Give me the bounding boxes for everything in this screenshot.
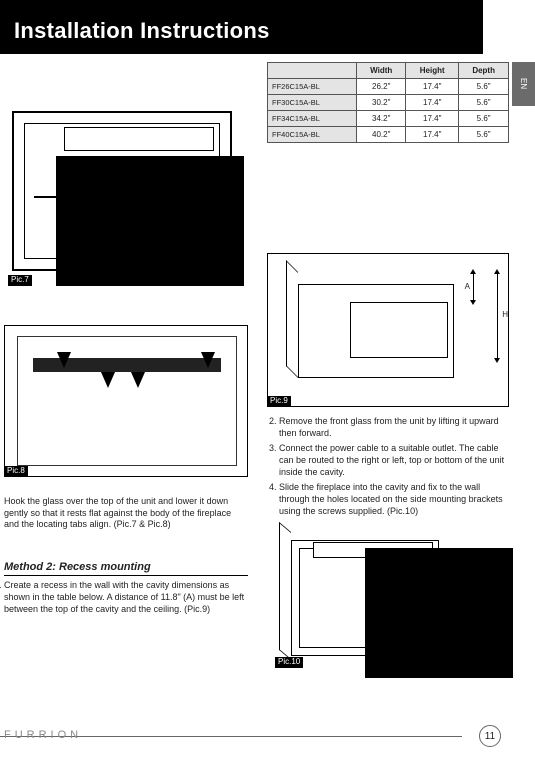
brand-logo: FURRION bbox=[4, 729, 82, 741]
figure-10: Pic.10 bbox=[267, 520, 509, 674]
fig9-cavity bbox=[350, 302, 448, 358]
table-cell: 17.4" bbox=[406, 127, 459, 143]
fig10-glass-panel bbox=[365, 548, 513, 678]
table-row: FF30C15A-BL bbox=[268, 95, 357, 111]
figure-9: A H Pic.9 bbox=[267, 253, 509, 407]
table-cell: 5.6" bbox=[459, 79, 509, 95]
fig8-arrow-icon bbox=[57, 352, 71, 368]
right-step-2: Remove the front glass from the unit by … bbox=[279, 416, 509, 439]
th-blank bbox=[268, 63, 357, 79]
table-row: FF40C15A-BL bbox=[268, 127, 357, 143]
figure-8-label: Pic.8 bbox=[4, 466, 28, 477]
fig10-side bbox=[279, 522, 291, 660]
table-cell: 17.4" bbox=[406, 95, 459, 111]
dimensions-table: Width Height Depth FF26C15A-BL 26.2" 17.… bbox=[267, 62, 509, 143]
table-cell: 17.4" bbox=[406, 111, 459, 127]
right-step-4: Slide the fireplace into the cavity and … bbox=[279, 482, 509, 517]
table-cell: 34.2" bbox=[357, 111, 406, 127]
figure-9-label: Pic.9 bbox=[267, 396, 291, 407]
page-title: Installation Instructions bbox=[14, 18, 270, 44]
footer: FURRION 11 bbox=[0, 725, 535, 749]
fig7-glass-panel bbox=[56, 156, 244, 286]
hook-glass-text: Hook the glass over the top of the unit … bbox=[4, 496, 248, 531]
th-height: Height bbox=[406, 63, 459, 79]
figure-7-label: Pic.7 bbox=[8, 275, 32, 286]
th-depth: Depth bbox=[459, 63, 509, 79]
figure-8: Pic.8 bbox=[4, 325, 248, 477]
fig8-arrow-icon bbox=[101, 372, 115, 388]
fig9-wall bbox=[286, 272, 466, 390]
table-cell: 26.2" bbox=[357, 79, 406, 95]
fig7-control-panel bbox=[64, 127, 214, 151]
fig9-dim-a bbox=[473, 274, 474, 300]
method2-step-1: Create a recess in the wall with the cav… bbox=[4, 580, 248, 615]
table-row: FF26C15A-BL bbox=[268, 79, 357, 95]
table-cell: 5.6" bbox=[459, 111, 509, 127]
language-tab: EN bbox=[512, 62, 535, 106]
fig9-label-a: A bbox=[465, 282, 470, 291]
fig8-arrow-icon bbox=[131, 372, 145, 388]
method2-title: Method 2: Recess mounting bbox=[4, 560, 248, 576]
right-steps: Remove the front glass from the unit by … bbox=[267, 416, 509, 522]
page-number: 11 bbox=[479, 725, 501, 747]
table-cell: 17.4" bbox=[406, 79, 459, 95]
fig9-wall-side bbox=[286, 260, 298, 378]
fig9-label-h: H bbox=[502, 310, 508, 319]
method2-block: Method 2: Recess mounting Create a reces… bbox=[4, 560, 248, 615]
fig9-dim-h bbox=[497, 274, 498, 358]
table-cell: 5.6" bbox=[459, 127, 509, 143]
th-width: Width bbox=[357, 63, 406, 79]
table-cell: 5.6" bbox=[459, 95, 509, 111]
figure-10-label: Pic.10 bbox=[275, 657, 303, 668]
table-cell: 40.2" bbox=[357, 127, 406, 143]
fig7-arrow-icon bbox=[34, 193, 74, 201]
table-row: FF34C15A-BL bbox=[268, 111, 357, 127]
table-cell: 30.2" bbox=[357, 95, 406, 111]
figure-7: Pic.7 bbox=[4, 101, 248, 288]
right-step-3: Connect the power cable to a suitable ou… bbox=[279, 443, 509, 478]
fig8-arrow-icon bbox=[201, 352, 215, 368]
